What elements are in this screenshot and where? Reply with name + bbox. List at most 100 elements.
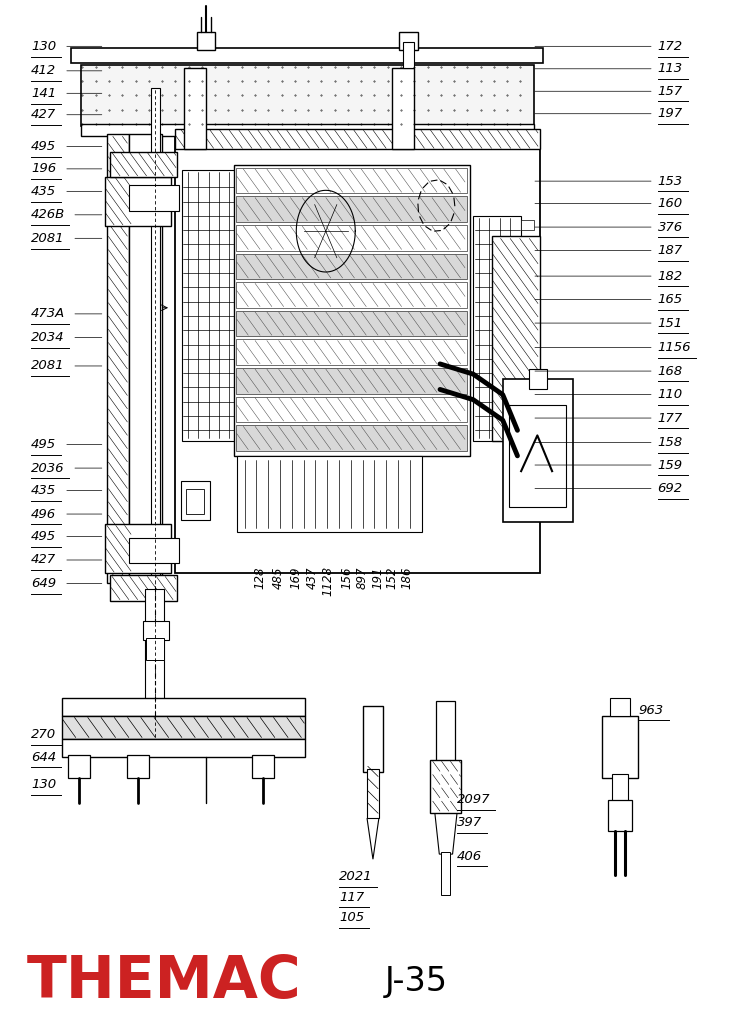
Bar	[252, 755, 274, 777]
Bar	[521, 275, 534, 286]
Bar	[175, 134, 539, 573]
Bar	[610, 698, 630, 716]
Bar	[104, 177, 171, 226]
Text: 692: 692	[658, 482, 682, 495]
Text: 2081: 2081	[31, 359, 64, 373]
Bar	[403, 42, 414, 68]
Bar	[521, 312, 534, 323]
Text: 141: 141	[31, 87, 56, 99]
Bar	[236, 168, 468, 194]
Bar	[521, 367, 534, 377]
Bar	[508, 404, 566, 507]
Text: 186: 186	[400, 566, 414, 589]
Bar	[151, 88, 160, 625]
Bar	[491, 237, 539, 440]
Text: 191: 191	[371, 566, 384, 589]
Bar	[129, 538, 179, 563]
Bar	[441, 852, 451, 895]
Text: 153: 153	[658, 175, 682, 187]
Bar	[363, 706, 383, 772]
Bar	[236, 339, 468, 365]
Text: 485: 485	[272, 566, 285, 589]
Bar	[238, 456, 422, 532]
Text: 2036: 2036	[31, 462, 64, 474]
Text: 1156: 1156	[658, 341, 691, 354]
Text: 165: 165	[658, 293, 682, 306]
Text: 117: 117	[339, 891, 364, 903]
Bar	[521, 239, 534, 249]
Bar	[367, 769, 379, 818]
Bar	[234, 165, 469, 456]
Text: 397: 397	[457, 816, 482, 829]
Text: 156: 156	[340, 566, 353, 589]
Text: THEMAC: THEMAC	[27, 953, 302, 1011]
Text: 649: 649	[31, 577, 56, 590]
Bar	[502, 379, 573, 522]
Bar	[186, 488, 204, 514]
Text: 963: 963	[639, 703, 664, 717]
Bar	[146, 638, 164, 660]
Bar	[521, 257, 534, 267]
Text: 152: 152	[386, 566, 399, 589]
Text: 435: 435	[31, 484, 56, 497]
Bar	[528, 369, 547, 389]
Bar	[236, 311, 468, 336]
Text: 160: 160	[658, 197, 682, 210]
Bar	[521, 330, 534, 340]
Text: 427: 427	[31, 554, 56, 566]
Bar	[612, 774, 628, 803]
Bar	[236, 254, 468, 280]
Bar	[62, 716, 305, 738]
Text: 270: 270	[31, 728, 56, 741]
Bar	[107, 134, 129, 584]
Bar	[521, 220, 534, 230]
Bar	[72, 48, 543, 62]
Text: 168: 168	[658, 365, 682, 378]
Bar	[521, 422, 534, 432]
Bar	[145, 589, 164, 736]
Bar	[473, 216, 521, 440]
Text: 2097: 2097	[457, 794, 491, 807]
Bar	[129, 134, 162, 584]
Text: 113: 113	[658, 62, 682, 76]
Text: 169: 169	[289, 566, 302, 589]
Bar	[236, 197, 468, 222]
Bar	[400, 32, 418, 50]
Text: 130: 130	[31, 778, 56, 792]
Text: 197: 197	[658, 108, 682, 120]
Text: 427: 427	[31, 109, 56, 121]
Text: 2081: 2081	[31, 231, 64, 245]
Bar	[521, 385, 534, 395]
Bar	[175, 129, 539, 150]
Text: 187: 187	[658, 244, 682, 257]
Bar	[437, 700, 455, 762]
Text: 495: 495	[31, 438, 56, 452]
Polygon shape	[367, 818, 379, 859]
Text: 177: 177	[658, 412, 682, 425]
Text: 182: 182	[658, 269, 682, 283]
Bar	[521, 403, 534, 414]
Text: 473A: 473A	[31, 307, 65, 321]
Bar	[236, 368, 468, 393]
Bar	[143, 622, 169, 640]
Text: 435: 435	[31, 185, 56, 198]
Bar	[431, 760, 462, 813]
Bar	[184, 68, 206, 150]
Polygon shape	[435, 813, 457, 854]
Text: 158: 158	[658, 436, 682, 450]
Text: J-35: J-35	[385, 966, 448, 998]
Text: 897: 897	[355, 566, 369, 589]
Text: 376: 376	[658, 220, 682, 233]
Bar	[110, 152, 177, 177]
Bar	[236, 396, 468, 422]
Bar	[197, 32, 215, 50]
Bar	[236, 425, 468, 451]
Text: 495: 495	[31, 530, 56, 543]
Text: 151: 151	[658, 316, 682, 330]
Text: 159: 159	[658, 459, 682, 471]
Bar	[81, 65, 534, 126]
Text: 437: 437	[306, 566, 318, 589]
Bar	[521, 348, 534, 358]
Text: 412: 412	[31, 65, 56, 78]
Text: 110: 110	[658, 388, 682, 401]
